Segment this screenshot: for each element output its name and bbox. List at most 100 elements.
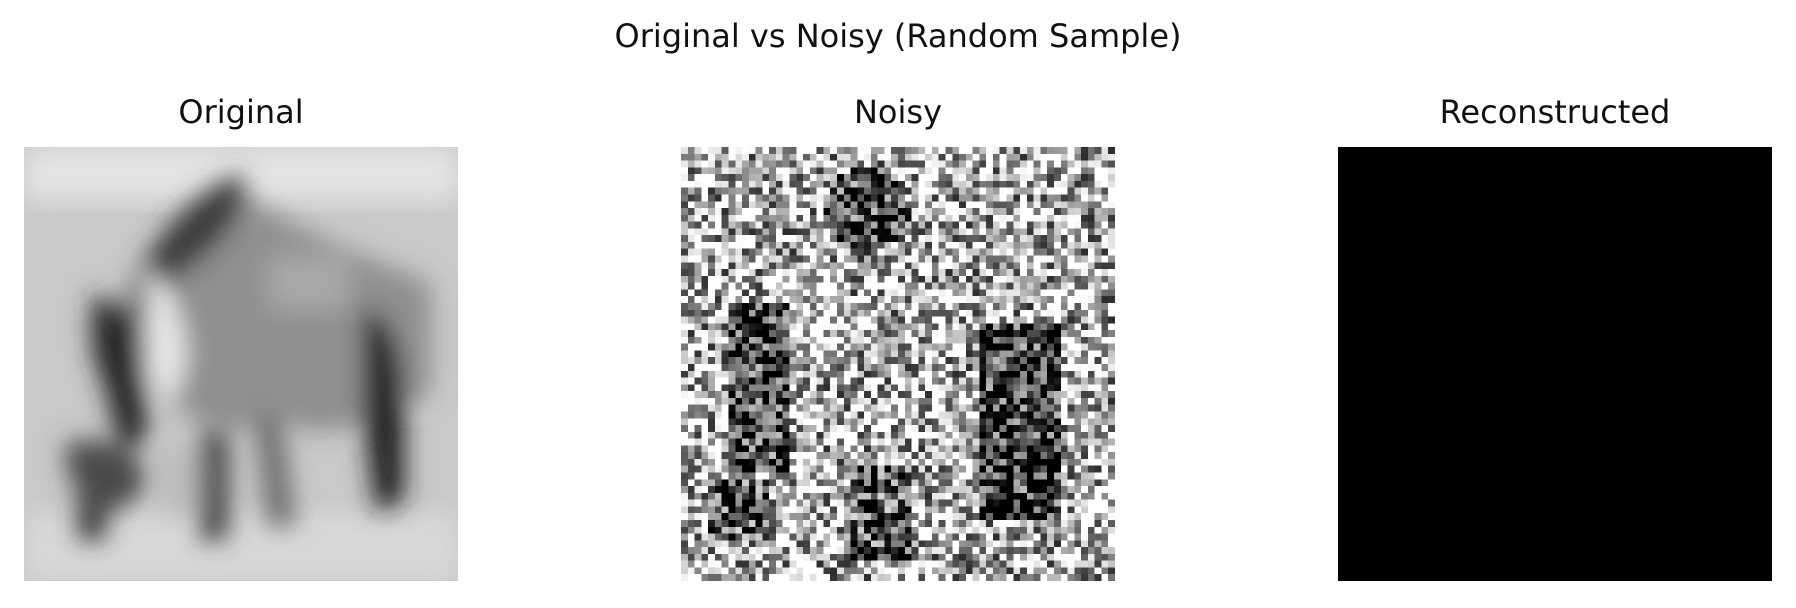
noise-pixel [789,153,797,161]
noise-pixel [864,167,871,175]
noise-pixel [864,316,871,324]
noise-pixel [755,506,763,514]
noise-pixel [701,147,709,154]
noise-pixel [877,391,885,398]
noise-pixel [1067,377,1075,385]
noise-pixel [904,486,912,493]
noise-pixel [925,282,932,290]
noise-pixel [904,282,912,290]
noise-pixel [1081,208,1088,215]
noise-pixel [850,391,858,398]
noise-pixel [1108,296,1115,303]
noise-pixel [816,425,824,432]
noise-pixel [714,540,722,548]
noise-pixel [789,343,797,351]
noise-pixel [992,357,1000,364]
noise-pixel [1020,377,1027,385]
noise-pixel [701,377,709,385]
noise-pixel [850,235,858,242]
noise-pixel [877,289,885,297]
noise-pixel [979,492,987,500]
noise-pixel [1074,567,1082,575]
noise-pixel [708,180,715,188]
noise-pixel [728,370,736,378]
noise-pixel [796,160,804,168]
noise-pixel [999,289,1007,297]
noise-pixel [701,438,709,446]
noise-pixel [1033,174,1041,181]
noise-pixel [742,418,749,426]
noise-pixel [1040,323,1048,331]
noise-pixel [992,472,1000,480]
noise-pixel [830,567,837,575]
noise-pixel [830,519,837,527]
noise-pixel [1060,208,1068,215]
noise-pixel [891,364,898,371]
noise-pixel [1040,370,1048,378]
noise-pixel [952,248,960,256]
noise-pixel [1074,431,1082,439]
noise-pixel [687,438,695,446]
noise-pixel [687,384,695,392]
noise-pixel [775,343,783,351]
noise-pixel [864,323,871,331]
noise-pixel [999,574,1007,581]
noise-pixel [952,458,960,466]
noise-pixel [1033,153,1041,161]
noise-pixel [796,404,804,412]
noise-pixel [999,147,1007,154]
noise-pixel [843,255,851,263]
noise-pixel [755,472,763,480]
noise-pixel [708,452,715,459]
noise-pixel [1067,174,1075,181]
noise-pixel [931,438,939,446]
noise-pixel [870,187,878,195]
noise-pixel [904,418,912,426]
noise-pixel [857,153,865,161]
noise-pixel [701,336,709,344]
noise-pixel [857,438,865,446]
noise-pixel [979,208,987,215]
noise-pixel [925,180,932,188]
noise-pixel [843,452,851,459]
noise-pixel [911,364,919,371]
noise-pixel [687,574,695,581]
noise-pixel [1026,560,1034,568]
noise-pixel [1026,343,1034,351]
noise-pixel [992,343,1000,351]
noise-pixel [1067,397,1075,405]
noise-pixel [891,296,898,303]
noise-pixel [735,214,743,222]
noise-pixel [870,425,878,432]
noise-pixel [1101,323,1109,331]
noise-pixel [769,167,776,175]
noise-pixel [809,384,817,392]
noise-pixel [681,147,688,154]
noise-pixel [1020,289,1027,297]
noise-pixel [1047,160,1054,168]
noise-pixel [1101,208,1109,215]
noise-pixel [1060,499,1068,507]
noise-pixel [959,560,966,568]
noise-pixel [1013,289,1021,297]
noise-pixel [870,174,878,181]
noise-pixel [728,323,736,331]
noise-pixel [870,153,878,161]
noise-pixel [701,513,709,520]
noise-pixel [898,221,905,229]
noise-pixel [992,201,1000,209]
noise-pixel [755,533,763,541]
noise-pixel [870,499,878,507]
noise-pixel [1074,187,1082,195]
noise-pixel [1081,411,1088,419]
noise-pixel [809,323,817,331]
noise-pixel [870,221,878,229]
noise-pixel [1101,228,1109,236]
noise-pixel [972,248,980,256]
noise-pixel [843,574,851,581]
noise-pixel [735,438,743,446]
noise-pixel [694,289,702,297]
noise-pixel [681,275,688,283]
noise-pixel [1033,472,1041,480]
noise-pixel [742,370,749,378]
